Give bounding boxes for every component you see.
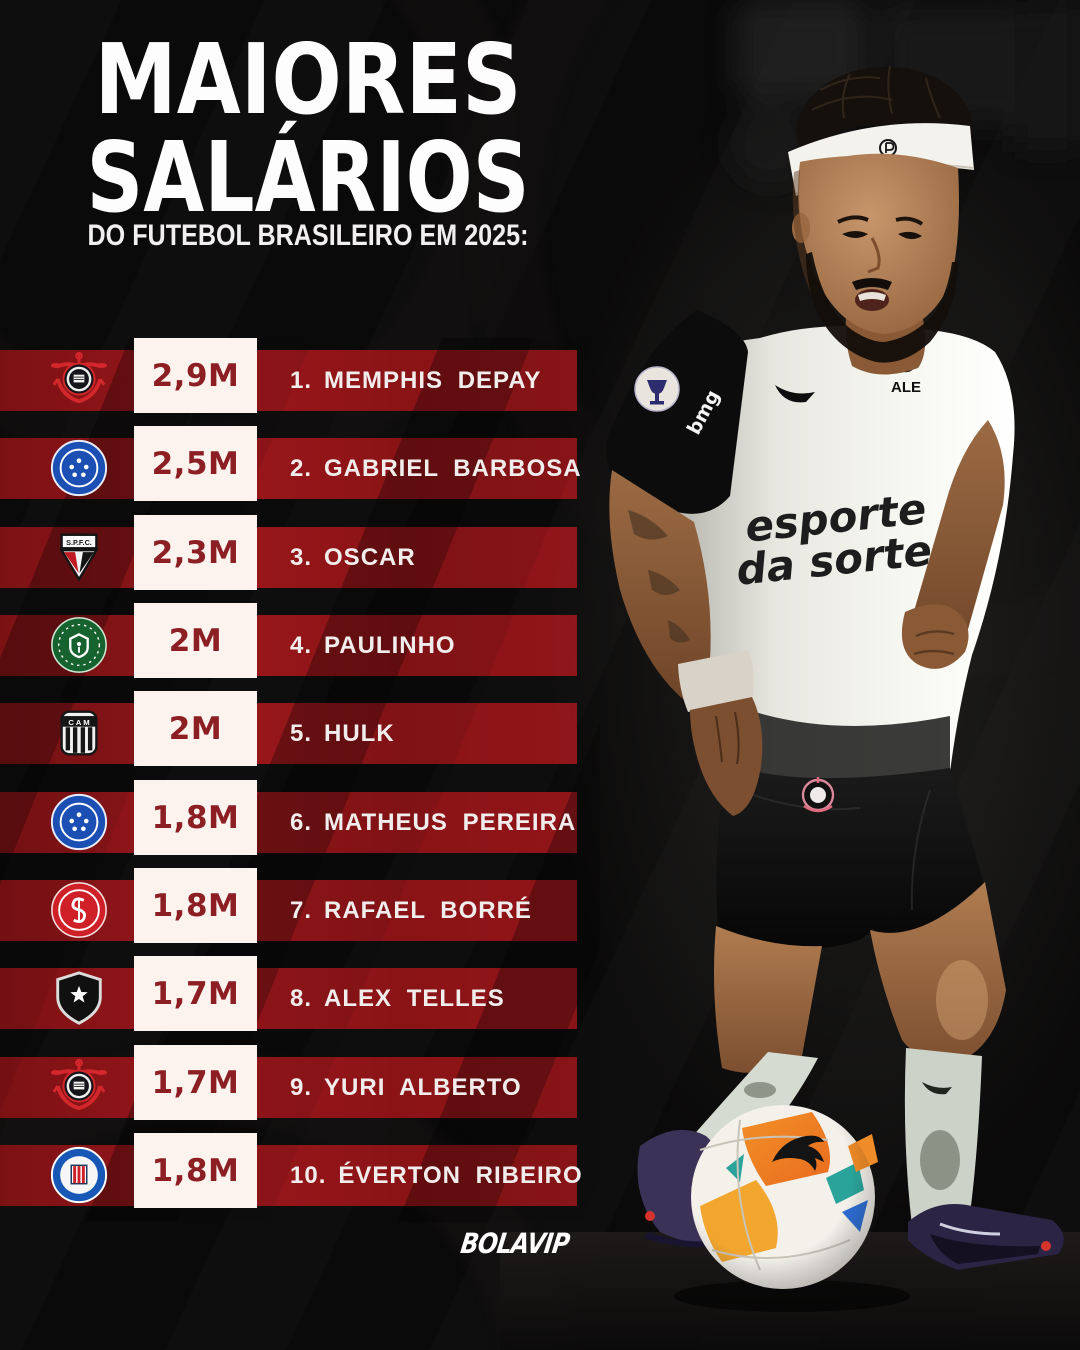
salary-value-box: 2,5M [134, 426, 257, 501]
black-armband [606, 310, 748, 514]
player-name: 9. YURI ALBERTO [290, 1057, 522, 1118]
salary-value: 1,8M [151, 887, 240, 924]
right-sock [904, 1048, 982, 1228]
rank-number: 8. [290, 984, 313, 1012]
player-name-text: MEMPHIS DEPAY [324, 366, 542, 394]
player-name: 10. ÉVERTON RIBEIRO [290, 1145, 583, 1206]
player-name-text: RAFAEL BORRÉ [324, 896, 532, 924]
ranking-row-6: 1,8M 6. MATHEUS PEREIRA [0, 780, 577, 855]
club-badge-corinthians-icon [49, 350, 109, 410]
salary-value-box: 1,8M [134, 780, 257, 855]
player-name: 6. MATHEUS PEREIRA [290, 792, 576, 853]
spfc-letters: S.P.F.C. [66, 538, 92, 547]
player-head [788, 65, 974, 375]
salary-value-box: 2M [134, 691, 257, 766]
player-name: 4. PAULINHO [290, 615, 456, 676]
row-bar [0, 1057, 577, 1118]
rank-number: 10. [290, 1161, 327, 1189]
row-bar [0, 350, 577, 411]
salary-value-box: 1,8M [134, 1133, 257, 1208]
salary-value-box: 2,3M [134, 515, 257, 590]
player-name-text: GABRIEL BARBOSA [324, 454, 582, 482]
page-subtitle: DO FUTEBOL BRASILEIRO EM 2025: [88, 219, 529, 252]
page-title-line1: MAIORES [95, 23, 522, 136]
salary-value-box: 2M [134, 603, 257, 678]
ranking-row-5: C A M 2M 5. HULK [0, 691, 577, 766]
player-name-text: PAULINHO [324, 631, 456, 659]
rank-number: 4. [290, 631, 313, 659]
rank-number: 1. [290, 366, 313, 394]
player-shorts [716, 764, 983, 949]
ranking-row-8: 1,7M 8. ALEX TELLES [0, 956, 577, 1031]
rank-number: 5. [290, 719, 313, 747]
rank-number: 3. [290, 543, 313, 571]
eyes [842, 231, 922, 240]
left-hand [690, 697, 763, 816]
title-block: MAIORES SALÁRIOS DO FUTEBOL BRASILEIRO E… [87, 23, 530, 252]
player-name-text: YURI ALBERTO [324, 1073, 522, 1101]
salary-value: 1,8M [151, 799, 240, 836]
club-badge-sao-paulo-icon: S.P.F.C. [49, 527, 109, 587]
football-ball [674, 1105, 910, 1312]
player-name: 5. HULK [290, 703, 395, 764]
rank-number: 7. [290, 896, 313, 924]
club-badge-cruzeiro-icon [49, 792, 109, 852]
ranking-row-1: 2,9M 1. MEMPHIS DEPAY [0, 338, 577, 413]
cam-letters: C A M [68, 718, 89, 727]
salary-value: 2M [168, 622, 223, 659]
ranking-row-4: 2M 4. PAULINHO [0, 603, 577, 678]
player-name-text: HULK [324, 719, 395, 747]
salary-value: 2,5M [151, 445, 240, 482]
player-right-arm [901, 420, 1005, 669]
player-name-text: OSCAR [324, 543, 416, 571]
player-name: 2. GABRIEL BARBOSA [290, 438, 582, 499]
beard [806, 252, 958, 363]
player-name: 7. RAFAEL BORRÉ [290, 880, 532, 941]
sock-swoosh-icon [922, 1082, 952, 1095]
salary-value: 2M [168, 710, 223, 747]
club-badge-corinthians-icon [49, 1057, 109, 1117]
bolavip-logo: BOLAVIP [458, 1227, 572, 1260]
sudamericana-patch-icon [634, 366, 680, 412]
salary-value-box: 1,8M [134, 868, 257, 943]
player-name-text: MATHEUS PEREIRA [324, 808, 577, 836]
salary-value: 1,7M [151, 975, 240, 1012]
ale-sponsor-text: ALE [891, 379, 921, 396]
wrist-tape [678, 650, 754, 712]
club-badge-botafogo-icon [49, 968, 109, 1028]
rank-number: 9. [290, 1073, 313, 1101]
player-name: 8. ALEX TELLES [290, 968, 505, 1029]
club-badge-internacional-icon [49, 880, 109, 940]
nike-swoosh-icon [775, 385, 815, 403]
ranking-row-9: 1,7M 9. YURI ALBERTO [0, 1045, 577, 1120]
club-badge-cruzeiro-icon [49, 438, 109, 498]
club-badge-atletico-mineiro-icon: C A M [49, 703, 109, 763]
rank-number: 2. [290, 454, 313, 482]
salary-value-box: 2,9M [134, 338, 257, 413]
ranking-row-10: 1,8M 10. ÉVERTON RIBEIRO [0, 1133, 582, 1208]
player-name: 1. MEMPHIS DEPAY [290, 350, 541, 411]
player-name-text: ALEX TELLES [324, 984, 505, 1012]
salary-value-box: 1,7M [134, 956, 257, 1031]
ranking-row-2: 2,5M 2. GABRIEL BARBOSA [0, 426, 581, 501]
player-left-arm: bmg [606, 310, 763, 816]
salary-value: 2,3M [151, 534, 240, 571]
rank-number: 6. [290, 808, 313, 836]
player-name-text: ÉVERTON RIBEIRO [338, 1161, 583, 1189]
club-badge-palmeiras-icon [49, 615, 109, 675]
salary-value: 1,7M [151, 1064, 240, 1101]
salary-value: 1,8M [151, 1152, 240, 1189]
salary-value-box: 1,7M [134, 1045, 257, 1120]
face [798, 153, 959, 334]
player-photo: ALE esporte da sorte [500, 0, 1080, 1350]
page-title-line2: SALÁRIOS [87, 121, 530, 234]
salary-value: 2,9M [151, 357, 240, 394]
club-badge-bahia-icon [49, 1145, 109, 1205]
corinthians-shorts-crest-icon [801, 777, 835, 813]
ranking-row-7: 1,8M 7. RAFAEL BORRÉ [0, 868, 577, 943]
player-name: 3. OSCAR [290, 527, 416, 588]
ranking-row-3: S.P.F.C. 2,3M 3. OSCAR [0, 515, 577, 590]
